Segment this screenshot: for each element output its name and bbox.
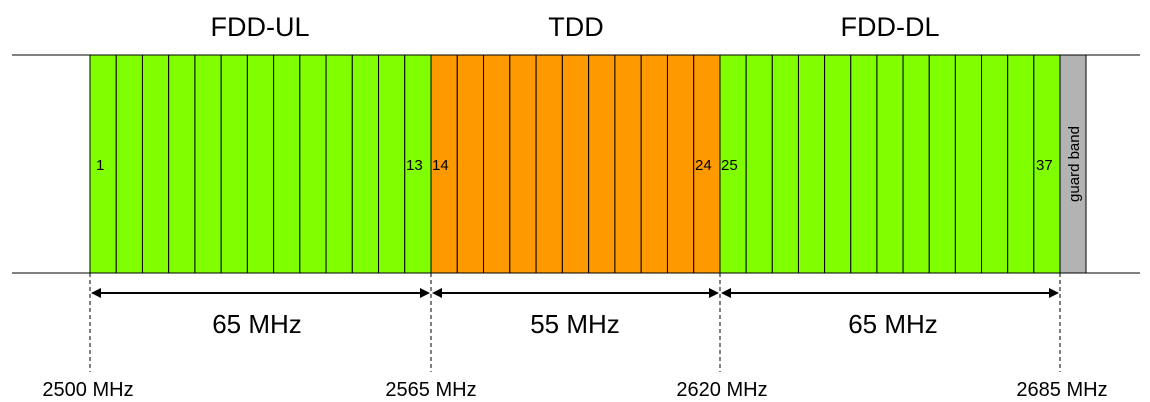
band-title-fdd-ul: FDD-UL <box>211 12 310 42</box>
band-title-fdd-dl: FDD-DL <box>841 12 940 42</box>
channel-tdd-5 <box>535 54 563 274</box>
guard-band-label: guard band <box>1066 126 1083 202</box>
bandwidth-arrow-fdd-ul <box>91 288 430 298</box>
channel-fdd-dl-3 <box>771 54 799 274</box>
channel-fdd-ul-6 <box>220 54 248 274</box>
channel-fdd-ul-9 <box>299 54 327 274</box>
channel-tdd-2 <box>456 54 485 274</box>
channel-tdd-4 <box>509 54 537 274</box>
channel-fdd-ul-7 <box>246 54 275 274</box>
channel-fdd-ul-13 <box>404 54 432 274</box>
channel-fdd-dl-4 <box>797 54 826 274</box>
channel-fdd-ul-1 <box>89 54 117 274</box>
bandwidth-label-tdd: 55 MHz <box>530 309 620 339</box>
channel-fdd-dl-13 <box>1033 54 1061 274</box>
channel-fdd-ul-5 <box>194 54 222 274</box>
channel-fdd-dl-11 <box>981 54 1009 274</box>
channel-label-last-fdd-dl: 37 <box>1036 157 1053 174</box>
channel-fdd-ul-8 <box>273 54 301 274</box>
band-title-tdd: TDD <box>548 12 604 42</box>
channel-fdd-dl-8 <box>902 54 930 274</box>
channel-tdd-7 <box>588 54 616 274</box>
channel-fdd-ul-12 <box>378 54 406 274</box>
channel-tdd-11 <box>693 54 721 274</box>
tdd-channels <box>430 54 721 274</box>
channel-fdd-ul-2 <box>115 54 143 274</box>
channel-fdd-ul-10 <box>325 54 353 274</box>
channel-label-last-fdd-ul: 13 <box>406 157 423 174</box>
frequency-label-2565: 2565 MHz <box>385 379 476 401</box>
frequency-label-2500: 2500 MHz <box>42 379 133 401</box>
channel-label-first-fdd-dl: 25 <box>721 157 738 174</box>
channel-fdd-dl-6 <box>850 54 878 274</box>
channel-fdd-dl-12 <box>1007 54 1035 274</box>
fdd-ul-channels <box>89 54 432 274</box>
channel-tdd-6 <box>561 54 590 274</box>
channel-fdd-ul-11 <box>351 54 380 274</box>
bandwidth-label-fdd-dl: 65 MHz <box>848 309 938 339</box>
bandwidth-label-fdd-ul: 65 MHz <box>212 309 302 339</box>
frequency-label-2685: 2685 MHz <box>1016 379 1107 401</box>
bandwidth-arrow-tdd <box>432 288 719 298</box>
guard-band-block <box>1059 54 1087 274</box>
channel-fdd-ul-3 <box>141 54 170 274</box>
channel-fdd-dl-7 <box>876 54 904 274</box>
channel-tdd-1 <box>430 54 458 274</box>
channel-tdd-3 <box>483 54 511 274</box>
channel-fdd-dl-10 <box>954 54 983 274</box>
channel-label-first-tdd: 14 <box>432 157 449 174</box>
channel-tdd-10 <box>666 54 695 274</box>
channel-tdd-9 <box>640 54 668 274</box>
channel-fdd-dl-2 <box>745 54 773 274</box>
bandwidth-arrow-fdd-dl <box>721 288 1059 298</box>
frequency-label-2620: 2620 MHz <box>676 379 767 401</box>
fdd-dl-channels <box>719 54 1061 274</box>
channel-fdd-dl-9 <box>928 54 956 274</box>
channel-fdd-ul-4 <box>168 54 196 274</box>
channel-tdd-8 <box>614 54 642 274</box>
channel-label-first-fdd-ul: 1 <box>96 157 104 174</box>
channel-label-last-tdd: 24 <box>695 157 712 174</box>
channel-fdd-dl-5 <box>824 54 852 274</box>
